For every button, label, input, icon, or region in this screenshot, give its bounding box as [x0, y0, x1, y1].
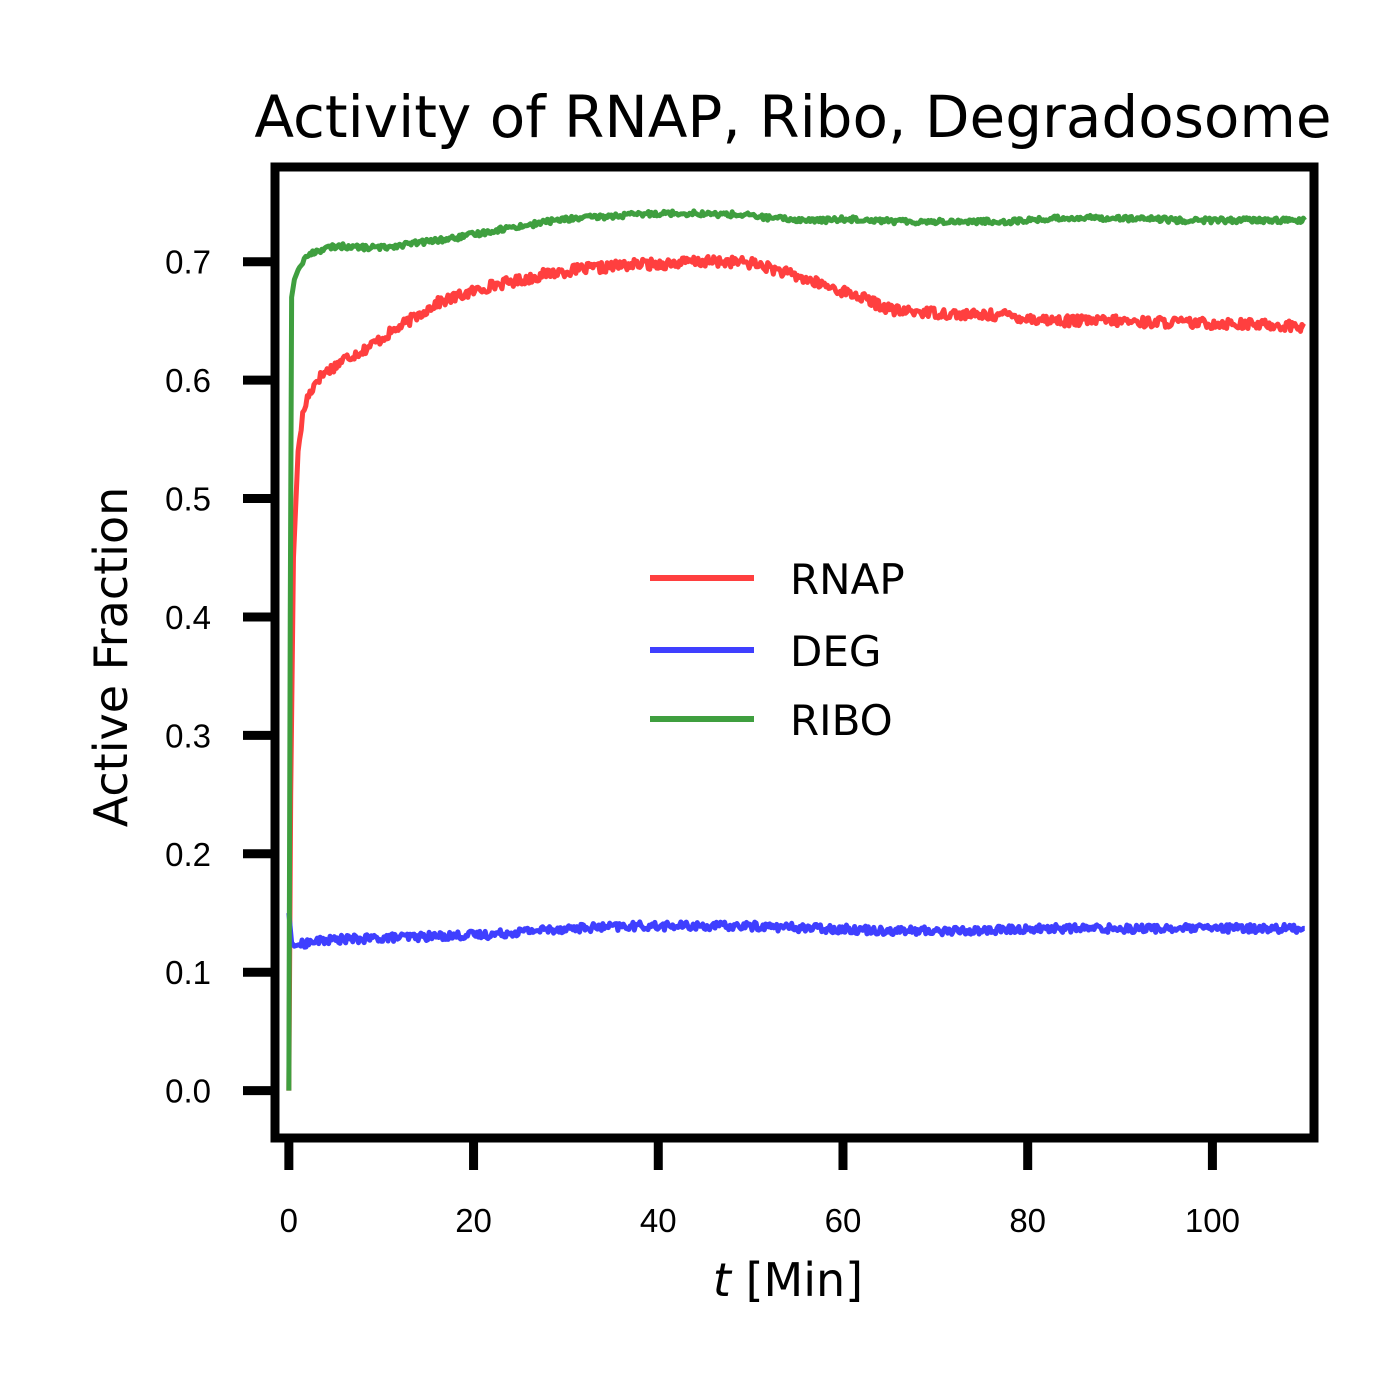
series-line-ribo: [286, 208, 1307, 1091]
x-tick-label: 20: [455, 1202, 492, 1239]
x-tick-label: 60: [825, 1202, 862, 1239]
legend-label-deg: DEG: [790, 627, 881, 676]
y-tick-label: 0.4: [165, 599, 211, 636]
y-axis: 0.0 0.1 0.2 0.3 0.4 0.5 0.6 0.7: [165, 244, 275, 1110]
y-axis-label: Active Fraction: [84, 487, 138, 828]
x-axis-label: t [Min]: [713, 1253, 863, 1307]
legend-label-ribo: RIBO: [790, 696, 893, 745]
x-tick-label: 0: [280, 1202, 298, 1239]
y-tick-label: 0.0: [165, 1073, 211, 1110]
x-tick-label: 40: [640, 1202, 677, 1239]
series-layer: [286, 208, 1307, 1091]
y-tick-label: 0.1: [165, 954, 211, 991]
legend: RNAP DEG RIBO: [650, 555, 905, 745]
x-axis-label-rest: [Min]: [731, 1253, 863, 1307]
y-tick-label: 0.3: [165, 717, 211, 754]
x-tick-label: 80: [1009, 1202, 1046, 1239]
x-tick-label: 100: [1185, 1202, 1240, 1239]
y-tick-label: 0.5: [165, 481, 211, 518]
y-tick-label: 0.7: [165, 244, 211, 281]
chart-title: Activity of RNAP, Ribo, Degradosome: [254, 83, 1331, 151]
x-axis: 0 20 40 60 80 100: [280, 1138, 1240, 1239]
y-tick-label: 0.2: [165, 836, 211, 873]
plot-frame: [270, 162, 1319, 1143]
series-line-rnap: [286, 254, 1306, 1091]
series-line-deg: [286, 912, 1306, 950]
y-tick-label: 0.6: [165, 362, 211, 399]
x-axis-label-italic: t: [713, 1253, 733, 1307]
legend-label-rnap: RNAP: [790, 555, 905, 604]
